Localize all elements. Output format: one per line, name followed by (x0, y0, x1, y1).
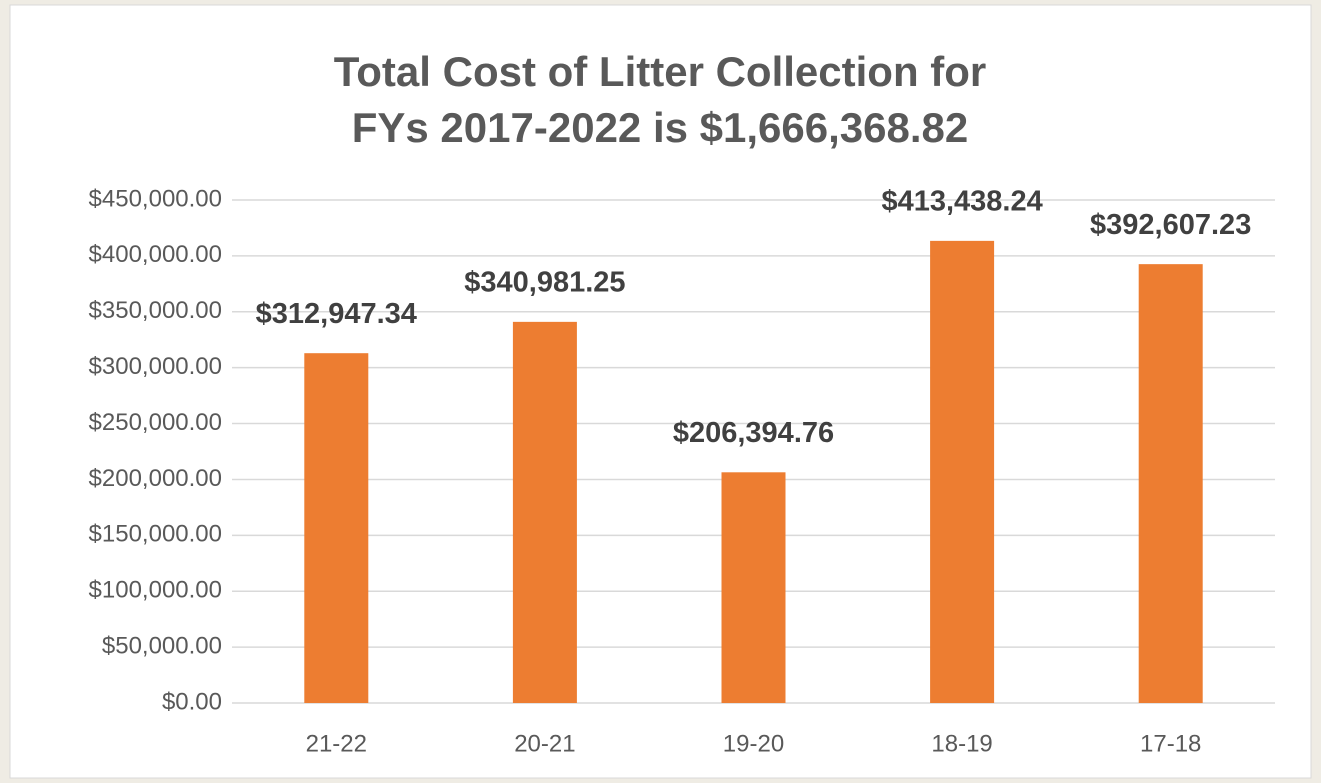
chart-title: FYs 2017-2022 is $1,666,368.82 (352, 104, 969, 151)
bar (304, 353, 369, 703)
y-tick-label: $300,000.00 (89, 353, 222, 380)
y-tick-label: $150,000.00 (89, 521, 222, 548)
y-tick-label: $450,000.00 (89, 185, 222, 212)
y-tick-label: $50,000.00 (102, 632, 222, 659)
y-tick-label: $200,000.00 (89, 465, 222, 492)
y-tick-label: $400,000.00 (89, 241, 222, 268)
data-label: $392,607.23 (1090, 209, 1251, 241)
x-tick-label: 19-20 (723, 730, 784, 757)
data-label: $413,438.24 (881, 186, 1042, 218)
bar (1138, 264, 1203, 703)
x-tick-label: 21-22 (306, 730, 367, 757)
chart-title: Total Cost of Litter Collection for (334, 48, 987, 95)
bar (721, 472, 786, 703)
chart-panel (9, 4, 1312, 779)
y-tick-label: $250,000.00 (89, 409, 222, 436)
bar (930, 240, 995, 703)
x-tick-label: 20-21 (514, 730, 575, 757)
bar (512, 321, 577, 703)
y-tick-label: $350,000.00 (89, 297, 222, 324)
y-tick-label: $0.00 (162, 688, 222, 715)
data-label: $312,947.34 (256, 298, 417, 330)
data-label: $340,981.25 (464, 267, 625, 299)
data-label: $206,394.76 (673, 417, 834, 449)
y-tick-label: $100,000.00 (89, 577, 222, 604)
x-tick-label: 17-18 (1140, 730, 1201, 757)
x-tick-label: 18-19 (931, 730, 992, 757)
